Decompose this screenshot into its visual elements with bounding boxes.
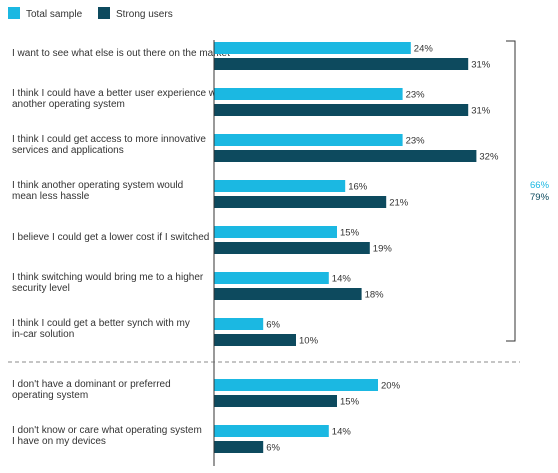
category-label-line: I want to see what else is out there on … xyxy=(12,48,230,59)
bracket xyxy=(506,40,516,342)
value-label-0-5: 14% xyxy=(332,274,352,285)
bar-0-6 xyxy=(214,318,264,330)
value-label-0-8: 14% xyxy=(332,427,352,438)
bar-0-7 xyxy=(214,379,378,391)
bar-1-3 xyxy=(214,196,387,208)
value-label-1-0: 31% xyxy=(471,60,491,71)
value-label-1-8: 6% xyxy=(266,443,280,454)
legend-label-0: Total sample xyxy=(26,9,83,20)
bar-0-3 xyxy=(214,180,346,192)
bar-0-8 xyxy=(214,425,329,437)
bar-1-2 xyxy=(214,150,477,162)
category-label-line: another operating system xyxy=(12,99,125,110)
bar-0-2 xyxy=(214,134,403,146)
value-label-0-6: 6% xyxy=(266,320,280,331)
category-label-line: security level xyxy=(12,283,70,294)
bracket-totals: 66%79% xyxy=(530,180,550,203)
value-label-1-2: 32% xyxy=(479,152,499,163)
category-label-0: I want to see what else is out there on … xyxy=(12,48,230,59)
bracket-total-1: 79% xyxy=(530,192,550,203)
category-labels: I want to see what else is out there on … xyxy=(12,48,230,447)
bar-0-5 xyxy=(214,272,329,284)
value-label-1-5: 18% xyxy=(365,290,385,301)
value-label-1-1: 31% xyxy=(471,106,491,117)
value-label-0-2: 23% xyxy=(406,136,426,147)
value-label-1-4: 19% xyxy=(373,244,393,255)
category-label-line: I think I could get access to more innov… xyxy=(12,134,206,145)
category-label-line: mean less hassle xyxy=(12,191,90,202)
category-label-7: I don't have a dominant or preferred oper… xyxy=(12,379,171,401)
value-labels: 24% 31% 23% 31% 23% 32% 16% 21% 15% 19% 14% 18% 6% 10… xyxy=(266,44,499,454)
category-label-3: I think another operating system would me… xyxy=(12,180,183,202)
legend-swatch-0 xyxy=(8,7,20,19)
value-label-1-6: 10% xyxy=(299,336,319,347)
legend: Total sample Strong users xyxy=(8,7,173,20)
bar-1-5 xyxy=(214,288,362,300)
category-label-4: I believe I could get a lower cost if I … xyxy=(12,232,209,243)
category-label-line: operating system xyxy=(12,390,88,401)
category-label-2: I think I could get access to more innov… xyxy=(12,134,206,156)
value-label-0-1: 23% xyxy=(406,90,426,101)
bracket-total-0: 66% xyxy=(530,180,550,191)
bar-1-8 xyxy=(214,441,264,453)
category-label-line: I don't know or care what operating syst… xyxy=(12,425,202,436)
category-label-5: I think switching would bring me to a hi… xyxy=(12,272,204,294)
bar-0-0 xyxy=(214,42,411,54)
category-label-line: in-car solution xyxy=(12,329,74,340)
legend-swatch-1 xyxy=(98,7,110,19)
value-label-0-0: 24% xyxy=(414,44,434,55)
bars xyxy=(214,42,477,453)
category-label-line: I don't have a dominant or preferred xyxy=(12,379,171,390)
category-label-line: services and applications xyxy=(12,145,124,156)
value-label-0-3: 16% xyxy=(348,182,368,193)
category-label-6: I think I could get a better synch with … xyxy=(12,318,190,340)
bar-1-1 xyxy=(214,104,469,116)
value-label-0-4: 15% xyxy=(340,228,360,239)
bar-1-0 xyxy=(214,58,469,70)
bar-1-6 xyxy=(214,334,296,346)
bar-1-7 xyxy=(214,395,337,407)
value-label-1-3: 21% xyxy=(389,198,409,209)
bar-0-1 xyxy=(214,88,403,100)
bar-0-4 xyxy=(214,226,337,238)
category-label-line: I think I could have a better user exper… xyxy=(12,88,227,99)
bar-1-4 xyxy=(214,242,370,254)
category-label-line: I think I could get a better synch with … xyxy=(12,318,190,329)
legend-label-1: Strong users xyxy=(116,9,173,20)
value-label-0-7: 20% xyxy=(381,381,401,392)
category-label-1: I think I could have a better user exper… xyxy=(12,88,227,110)
category-label-line: I think switching would bring me to a hi… xyxy=(12,272,204,283)
category-label-line: I think another operating system would xyxy=(12,180,183,191)
category-label-line: I have on my devices xyxy=(12,436,106,447)
category-label-8: I don't know or care what operating syst… xyxy=(12,425,202,447)
value-label-1-7: 15% xyxy=(340,397,360,408)
category-label-line: I believe I could get a lower cost if I … xyxy=(12,232,209,243)
